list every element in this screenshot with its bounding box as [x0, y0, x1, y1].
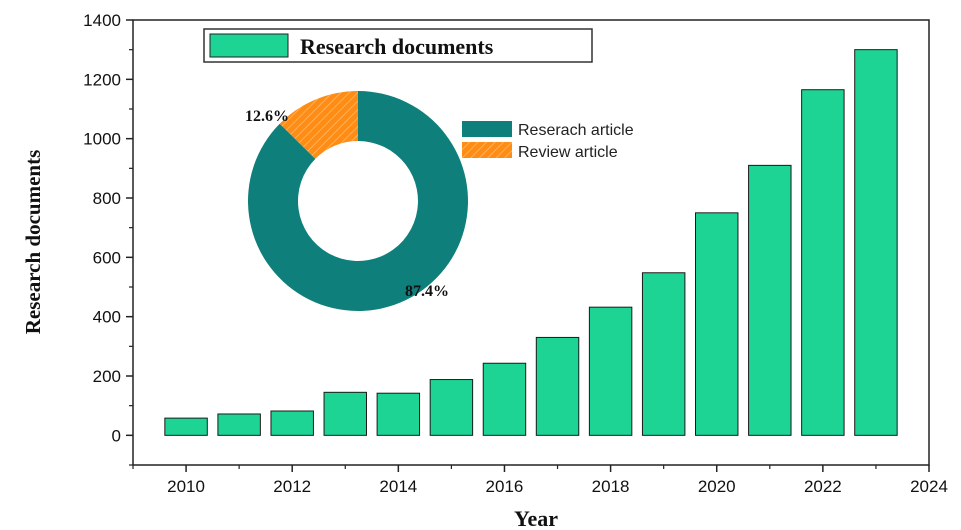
bar-2022: [801, 89, 845, 436]
donut-legend-swatch-review: [462, 142, 512, 158]
donut-legend-swatch-research: [462, 121, 512, 137]
x-axis: 2010 2012 2014 2016 2018 2020 2022 2024: [132, 465, 948, 496]
x-tick-label: 2024: [910, 477, 948, 496]
y-tick-label: 600: [93, 248, 121, 267]
y-tick-label: 800: [93, 189, 121, 208]
bar-2020: [695, 212, 739, 436]
y-tick-label: 1200: [83, 70, 121, 89]
bar-2017: [535, 336, 580, 436]
bar-2014: [376, 392, 421, 436]
donut-legend-label-review: Review article: [518, 144, 618, 161]
bar-2016: [482, 362, 527, 436]
bar-legend: Research documents: [203, 28, 593, 63]
donut-legend-label-research: Reserach article: [518, 122, 634, 139]
x-tick-label: 2016: [486, 477, 524, 496]
bar-2010: [164, 417, 208, 436]
x-tick-label: 2010: [167, 477, 205, 496]
bar-legend-label: Research documents: [300, 34, 494, 59]
x-tick-label: 2014: [379, 477, 417, 496]
donut-slice-review-article: [279, 91, 358, 159]
y-tick-label: 1000: [83, 130, 121, 149]
donut-legend: Reserach article Review article: [462, 121, 634, 161]
bar-2018: [588, 306, 633, 436]
y-axis-title: Research documents: [21, 150, 45, 335]
x-tick-label: 2012: [273, 477, 311, 496]
y-tick-label: 200: [93, 367, 121, 386]
bar-2019: [641, 272, 686, 436]
bar-2012: [270, 410, 314, 436]
x-tick-label: 2022: [804, 477, 842, 496]
bar-legend-swatch: [209, 33, 289, 58]
x-tick-label: 2018: [592, 477, 630, 496]
bar-2013: [323, 391, 367, 436]
y-tick-label: 400: [93, 308, 121, 327]
donut-chart: [247, 91, 468, 311]
y-tick-label: 1400: [83, 11, 121, 30]
x-tick-label: 2020: [698, 477, 736, 496]
y-axis: 0 200 400 600 800 1000 1200 1400: [83, 11, 133, 466]
bar-2011: [217, 413, 261, 436]
bar-2021: [748, 164, 792, 436]
bar-2023: [854, 49, 898, 436]
bar-series: [164, 49, 898, 436]
y-tick-label: 0: [112, 426, 121, 445]
x-axis-title: Year: [514, 506, 558, 530]
donut-label-research: 87.4%: [405, 283, 449, 300]
donut-label-review: 12.6%: [245, 108, 289, 125]
plot-frame: [132, 19, 930, 466]
donut-slice-research-article: [247, 91, 468, 311]
bar-2015: [429, 379, 474, 436]
